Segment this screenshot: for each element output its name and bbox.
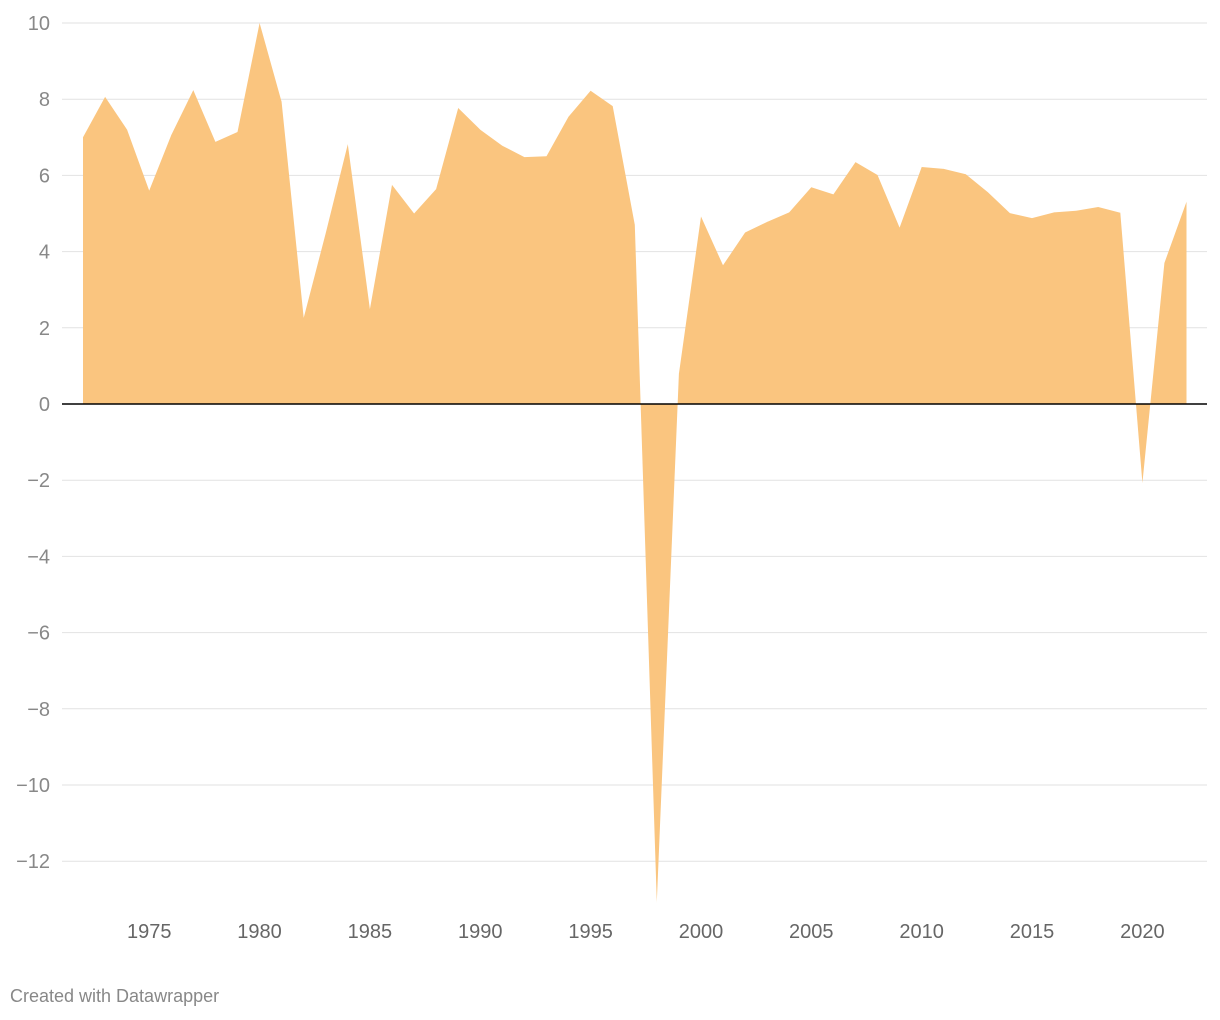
x-tick-label: 2010 <box>899 921 944 943</box>
credit-text: Created with Datawrapper <box>10 986 220 1006</box>
x-tick-label: 1980 <box>237 921 282 943</box>
y-tick-label: 6 <box>39 165 50 187</box>
y-tick-label: −6 <box>27 623 50 645</box>
y-tick-label: 10 <box>28 13 50 35</box>
x-tick-label: 1975 <box>127 921 172 943</box>
y-tick-label: 0 <box>39 394 50 416</box>
y-tick-label: 8 <box>39 89 50 111</box>
x-tick-label: 1990 <box>458 921 503 943</box>
x-tick-label: 2005 <box>789 921 834 943</box>
x-tick-label: 2000 <box>679 921 724 943</box>
y-tick-label: 2 <box>39 318 50 340</box>
x-tick-label: 1995 <box>568 921 613 943</box>
y-tick-label: −10 <box>16 775 50 797</box>
x-tick-label: 2020 <box>1120 921 1165 943</box>
y-tick-label: −2 <box>27 470 50 492</box>
y-tick-label: −4 <box>27 546 50 568</box>
y-tick-label: 4 <box>39 242 50 264</box>
y-tick-label: −12 <box>16 851 50 873</box>
area-series <box>83 23 1187 902</box>
x-tick-label: 1985 <box>348 921 393 943</box>
y-tick-label: −8 <box>27 699 50 721</box>
x-tick-label: 2015 <box>1010 921 1055 943</box>
